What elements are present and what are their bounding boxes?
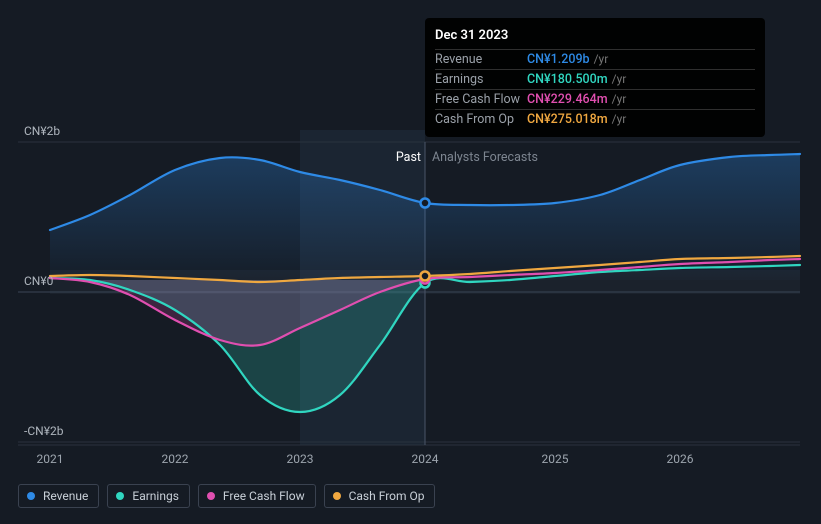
legend-item[interactable]: Free Cash Flow bbox=[198, 484, 316, 508]
tooltip-metric-label: Revenue bbox=[435, 52, 527, 67]
y-tick-label: -CN¥2b bbox=[24, 424, 63, 438]
region-label-past: Past bbox=[396, 150, 421, 165]
tooltip-metric-value: CN¥229.464m bbox=[527, 92, 608, 107]
legend-item[interactable]: Revenue bbox=[18, 484, 99, 508]
tooltip-metric-value: CN¥180.500m bbox=[527, 72, 608, 87]
region-label-forecast: Analysts Forecasts bbox=[432, 150, 538, 165]
x-tick-label: 2026 bbox=[667, 452, 694, 466]
legend-label: Revenue bbox=[43, 489, 88, 503]
tooltip-metric-unit: /yr bbox=[594, 52, 609, 66]
legend-dot-icon bbox=[333, 492, 341, 500]
legend-item[interactable]: Cash From Op bbox=[324, 484, 436, 508]
tooltip-row: RevenueCN¥1.209b/yr bbox=[435, 49, 755, 69]
x-tick-label: 2023 bbox=[287, 452, 314, 466]
legend-dot-icon bbox=[27, 492, 35, 500]
earnings-revenue-chart: CN¥2b CN¥0 -CN¥2b Past Analysts Forecast… bbox=[0, 0, 821, 524]
tooltip-metric-unit: /yr bbox=[612, 92, 627, 106]
chart-tooltip: Dec 31 2023 RevenueCN¥1.209b/yrEarningsC… bbox=[425, 18, 765, 137]
tooltip-metric-label: Free Cash Flow bbox=[435, 92, 527, 107]
legend-dot-icon bbox=[116, 492, 124, 500]
tooltip-metric-unit: /yr bbox=[612, 112, 627, 126]
tooltip-metric-label: Earnings bbox=[435, 72, 527, 87]
tooltip-row: Cash From OpCN¥275.018m/yr bbox=[435, 109, 755, 129]
x-tick-label: 2022 bbox=[162, 452, 189, 466]
x-tick-label: 2021 bbox=[37, 452, 64, 466]
tooltip-date: Dec 31 2023 bbox=[435, 26, 755, 49]
legend-item[interactable]: Earnings bbox=[107, 484, 190, 508]
x-tick-label: 2025 bbox=[542, 452, 569, 466]
y-tick-label: CN¥2b bbox=[24, 124, 60, 138]
tooltip-metric-unit: /yr bbox=[612, 72, 627, 86]
tooltip-metric-value: CN¥275.018m bbox=[527, 112, 608, 127]
tooltip-metric-label: Cash From Op bbox=[435, 112, 527, 127]
legend-label: Free Cash Flow bbox=[223, 489, 305, 503]
tooltip-row: EarningsCN¥180.500m/yr bbox=[435, 69, 755, 89]
chart-legend: Revenue Earnings Free Cash Flow Cash From O… bbox=[18, 484, 435, 508]
tooltip-row: Free Cash FlowCN¥229.464m/yr bbox=[435, 89, 755, 109]
tooltip-metric-value: CN¥1.209b bbox=[527, 52, 590, 67]
x-tick-label: 2024 bbox=[412, 452, 439, 466]
legend-label: Cash From Op bbox=[349, 489, 425, 503]
legend-label: Earnings bbox=[132, 489, 179, 503]
legend-dot-icon bbox=[207, 492, 215, 500]
y-tick-label: CN¥0 bbox=[24, 274, 53, 288]
